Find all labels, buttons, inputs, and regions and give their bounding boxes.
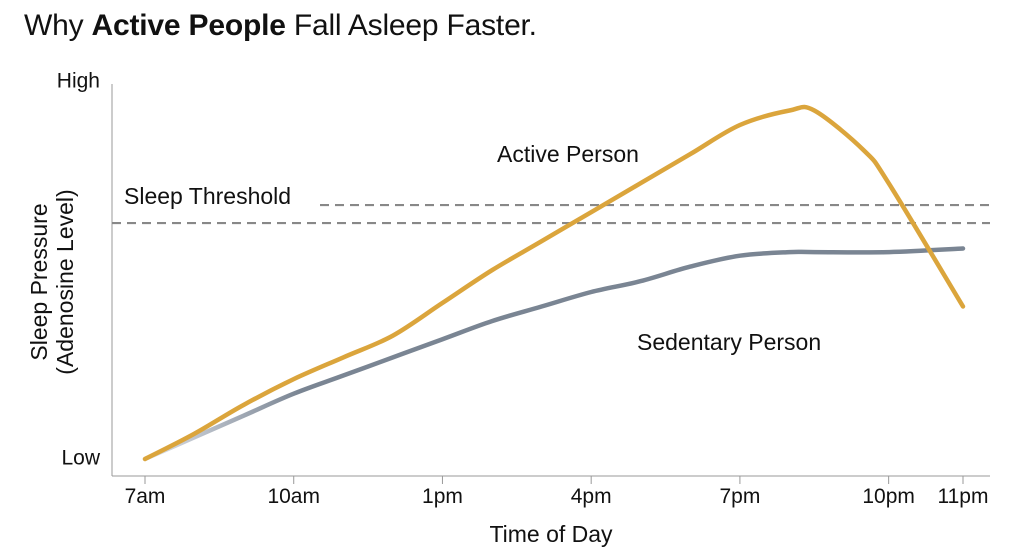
x-tick-label: 11pm <box>938 485 989 508</box>
x-tick-label: 1pm <box>422 485 463 508</box>
title-bold: Active People <box>91 9 286 42</box>
x-tick-label: 10pm <box>862 485 915 508</box>
series-label-active: Active Person <box>497 141 639 167</box>
series-line-active <box>142 104 966 462</box>
series-label-sedentary: Sedentary Person <box>637 329 821 355</box>
y-axis-title-line-1: Sleep Pressure <box>26 203 52 360</box>
x-tick-label: 7pm <box>719 485 760 508</box>
series-line-sedentary <box>142 246 966 462</box>
threshold-label: Sleep Threshold <box>124 183 291 209</box>
y-tick-label: Low <box>61 447 100 470</box>
chart-title: Why Active People Fall Asleep Faster. <box>24 8 537 44</box>
y-tick-label: High <box>57 70 100 93</box>
x-tick-label: 7am <box>125 485 166 508</box>
x-axis-title: Time of Day <box>489 521 613 547</box>
title-suffix: Fall Asleep Faster. <box>285 9 537 42</box>
x-tick-label: 4pm <box>571 485 612 508</box>
title-prefix: Why <box>24 9 92 42</box>
x-tick-label: 10am <box>267 485 320 508</box>
y-axis-title-line-2: (Adenosine Level) <box>52 189 78 374</box>
